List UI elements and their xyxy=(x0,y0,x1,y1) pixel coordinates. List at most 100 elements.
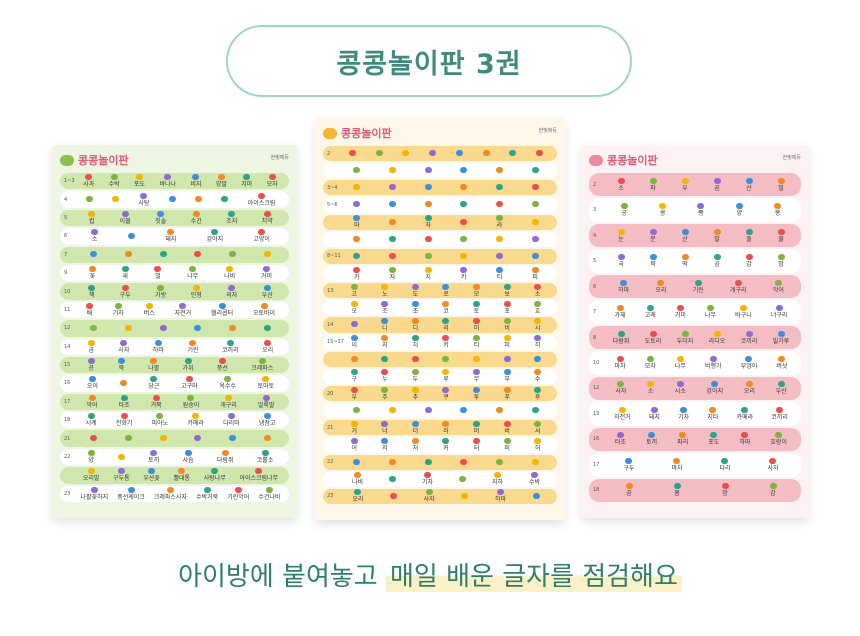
row-number: 22 xyxy=(64,454,71,461)
word-cell: 오리발 xyxy=(83,468,99,482)
picture-icon xyxy=(120,394,128,401)
word-label: 크레파스 xyxy=(251,365,274,373)
word-cell xyxy=(460,201,468,208)
picture-icon xyxy=(150,376,158,383)
word-label: 마차 xyxy=(671,464,683,472)
word-cell: 보 xyxy=(503,283,511,298)
picture-icon xyxy=(617,381,625,388)
word-label: 고 xyxy=(351,290,358,298)
word-cell: 시계 xyxy=(86,413,97,427)
word-label: 코끼리 xyxy=(771,413,788,421)
word-label: 조지 xyxy=(226,217,238,225)
word-cell xyxy=(350,355,358,363)
picture-icon xyxy=(774,203,782,210)
picture-icon xyxy=(709,356,717,363)
word-row: 13 자전거 돼지 기차 지타 카메라 코끼리 xyxy=(589,402,801,426)
word-cell xyxy=(460,167,468,174)
word-row: 23 오리 사자 하마 xyxy=(323,488,557,504)
word-label: 피 xyxy=(504,342,510,350)
row-cells: 타조 토끼 파리 포도 하마 호랑이 xyxy=(605,432,797,446)
word-label: 칫솔 xyxy=(155,217,167,225)
word-cell: 모 xyxy=(473,283,481,298)
picture-icon xyxy=(124,435,132,442)
picture-icon xyxy=(264,324,272,331)
picture-icon xyxy=(262,266,270,273)
row-cells: 가재 고래 거미 나무 바구니 너구리 xyxy=(605,305,797,319)
word-label: 지타 xyxy=(707,413,719,421)
word-label: 추 xyxy=(412,393,419,401)
picture-icon xyxy=(424,407,432,414)
picture-icon xyxy=(503,300,511,307)
picture-icon xyxy=(218,302,226,309)
word-label: 눈 xyxy=(618,235,624,243)
word-label: 토끼 xyxy=(148,457,160,465)
word-cell: 구두 xyxy=(623,457,635,472)
word-cell: 돼지 xyxy=(165,229,176,243)
word-cell: 오리 xyxy=(262,339,273,354)
word-label: 하마 xyxy=(618,286,630,294)
row-cells xyxy=(339,184,553,191)
picture-icon xyxy=(411,437,419,444)
word-cell: 어 xyxy=(350,437,358,452)
word-row: 4 눈 문 산 발 돌 물 xyxy=(589,223,801,248)
picture-icon xyxy=(388,235,396,242)
word-cell: 당근 xyxy=(148,376,159,390)
picture-icon xyxy=(353,252,361,259)
picture-icon xyxy=(150,450,158,457)
row-cells xyxy=(339,167,553,174)
word-cell: 악어 xyxy=(773,279,784,294)
word-cell: 기차 xyxy=(422,472,433,486)
word-label: 오토바이 xyxy=(252,309,276,317)
picture-icon xyxy=(777,381,785,388)
row-cells: 소 돼지 강아지 고양이 xyxy=(76,229,285,243)
picture-icon xyxy=(167,229,175,236)
picture-icon xyxy=(455,150,463,157)
poster-logo: 콩콩놀이판 xyxy=(341,127,392,140)
picture-icon xyxy=(473,283,481,290)
word-cell: 우산 xyxy=(776,381,787,395)
picture-icon xyxy=(473,335,481,342)
picture-icon xyxy=(225,394,233,401)
word-label: 저 xyxy=(382,444,388,452)
word-cell: 노 xyxy=(381,283,389,298)
word-cell: 산 xyxy=(681,228,689,243)
picture-icon xyxy=(625,457,633,464)
picture-icon xyxy=(495,215,503,222)
picture-icon xyxy=(531,201,539,208)
row-cells: 꽃 새 벌 나무 나비 거미 xyxy=(76,266,285,280)
word-cell: 토 xyxy=(473,300,481,315)
picture-icon xyxy=(243,174,251,181)
picture-icon xyxy=(152,394,160,401)
picture-icon xyxy=(381,420,389,427)
word-label: 커 xyxy=(443,444,449,452)
row-cells: 하마 오리 기린 개구리 악어 xyxy=(605,279,797,294)
row-cells: 오리발 구두통 우산꽂 빨대통 사탕나무 아이스크림나무 xyxy=(76,468,285,482)
word-label: 수건나비 xyxy=(258,493,281,501)
word-cell: 피 xyxy=(503,335,511,350)
word-cell xyxy=(194,251,202,258)
word-label: 두더지 xyxy=(676,337,694,345)
word-label: 자전거 xyxy=(614,413,631,421)
word-cell xyxy=(460,458,468,466)
word-cell: 오토바이 xyxy=(252,302,276,317)
picture-icon xyxy=(496,489,504,496)
picture-icon xyxy=(442,420,450,427)
row-number: 14 xyxy=(327,321,334,328)
picture-icon xyxy=(503,283,511,290)
word-cell xyxy=(388,252,396,260)
word-label: 부 xyxy=(504,376,510,384)
word-cell xyxy=(460,252,468,260)
word-cell xyxy=(455,150,463,157)
picture-icon xyxy=(473,317,481,324)
word-cell: 풍선케이크 xyxy=(117,486,145,501)
word-cell: 로 xyxy=(442,283,450,298)
picture-icon xyxy=(411,335,419,342)
picture-icon xyxy=(458,475,466,482)
picture-icon xyxy=(531,407,539,414)
picture-icon xyxy=(411,386,419,393)
picture-icon xyxy=(350,355,358,362)
picture-icon xyxy=(263,210,271,217)
